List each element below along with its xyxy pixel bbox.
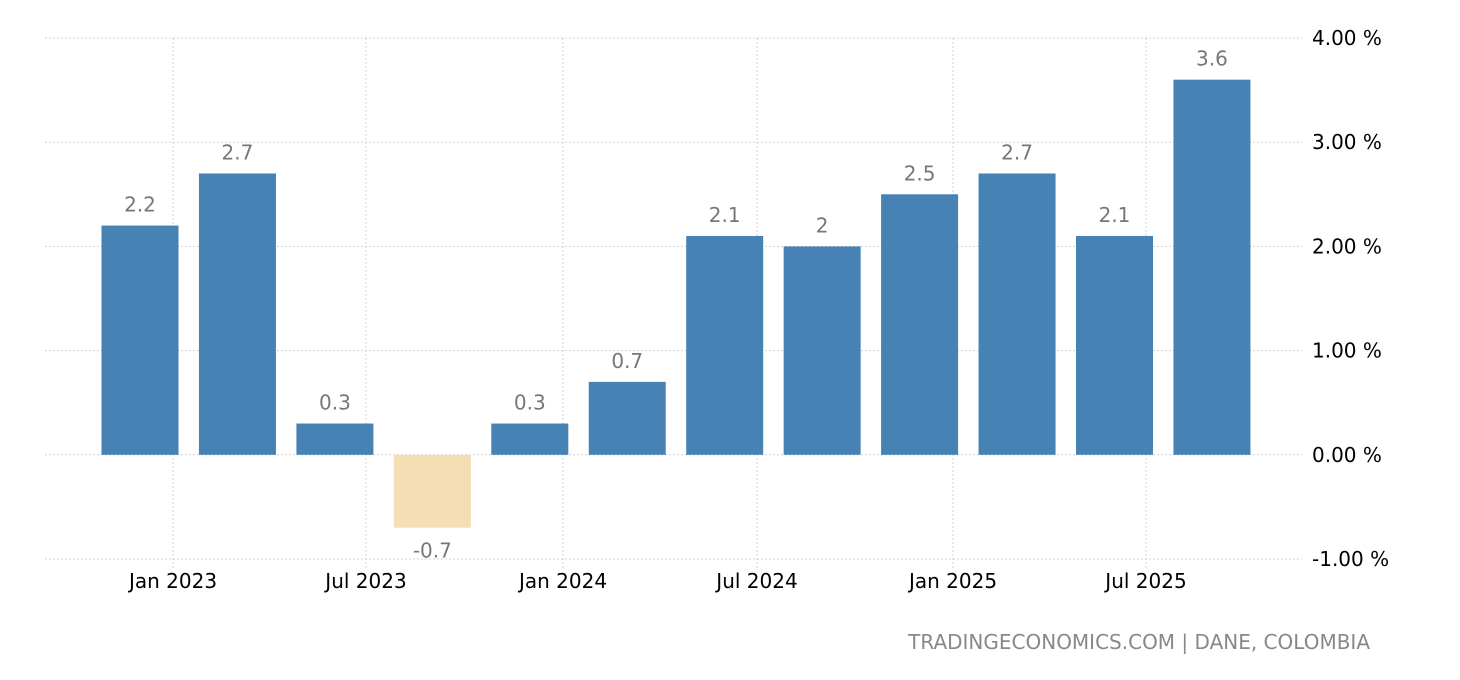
- bar: [393, 454, 471, 528]
- data-label: 2.7: [1001, 140, 1033, 164]
- data-label: 0.7: [611, 349, 643, 373]
- data-label: 2.7: [222, 140, 254, 164]
- bar: [1173, 79, 1251, 455]
- x-tick-label: Jul 2023: [323, 569, 406, 593]
- data-label: 2: [816, 213, 829, 237]
- bar: [588, 381, 666, 455]
- bar: [686, 235, 764, 455]
- x-tick-label: Jan 2025: [907, 569, 997, 593]
- x-tick-label: Jul 2025: [1103, 569, 1186, 593]
- data-label: 0.3: [319, 391, 351, 415]
- data-label: 2.5: [904, 161, 936, 185]
- x-tick-label: Jan 2024: [517, 569, 607, 593]
- bar: [783, 246, 861, 455]
- x-tick-label: Jul 2024: [714, 569, 797, 593]
- bar: [491, 423, 569, 455]
- y-tick-label: -1.00 %: [1312, 547, 1389, 571]
- data-label: 0.3: [514, 391, 546, 415]
- y-tick-label: 1.00 %: [1312, 339, 1382, 363]
- y-tick-label: 0.00 %: [1312, 443, 1382, 467]
- y-tick-label: 4.00 %: [1312, 26, 1382, 50]
- bar: [296, 423, 374, 455]
- bar: [881, 194, 959, 455]
- source-credit: TRADINGECONOMICS.COM | DANE, COLOMBIA: [908, 630, 1370, 654]
- y-tick-label: 3.00 %: [1312, 130, 1382, 154]
- y-tick-label: 2.00 %: [1312, 234, 1382, 258]
- data-label: -0.7: [413, 539, 452, 563]
- data-label: 2.1: [1099, 203, 1131, 227]
- x-tick-label: Jan 2023: [127, 569, 217, 593]
- data-label: 3.6: [1196, 47, 1228, 71]
- data-label: 2.1: [709, 203, 741, 227]
- bar: [198, 173, 276, 455]
- bar: [978, 173, 1056, 455]
- bar: [101, 225, 179, 455]
- bar: [1076, 235, 1153, 455]
- data-label: 2.2: [124, 193, 156, 217]
